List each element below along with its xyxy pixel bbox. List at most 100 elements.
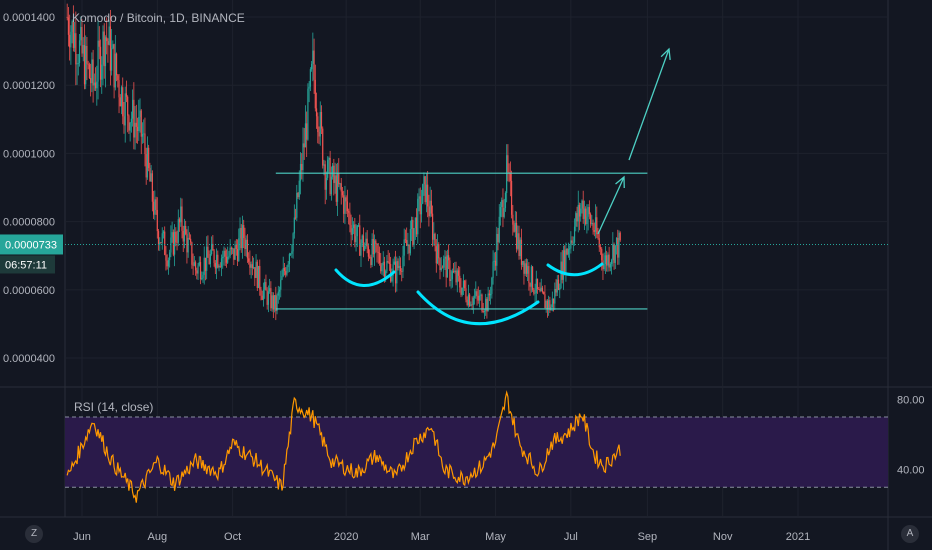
- candle-body: [419, 196, 421, 215]
- candle-body: [307, 88, 309, 140]
- candle-body: [449, 260, 451, 282]
- candle-body: [529, 283, 531, 287]
- candle-body: [562, 250, 565, 280]
- candle-body: [203, 257, 205, 275]
- candle-body: [431, 213, 434, 240]
- candle-body: [465, 288, 467, 300]
- candle-body: [241, 225, 244, 249]
- candle-body: [114, 53, 116, 88]
- candle-body: [101, 64, 103, 80]
- candle-body: [324, 164, 326, 190]
- candle-body: [86, 45, 88, 64]
- candle-body: [464, 280, 466, 289]
- candle-body: [606, 255, 608, 266]
- candle-body: [222, 256, 224, 259]
- candle-body: [525, 263, 528, 274]
- candle-body: [182, 230, 184, 242]
- candle-body: [418, 196, 420, 199]
- candle-body: [282, 267, 284, 276]
- candle-body: [118, 80, 120, 98]
- candle-body: [78, 40, 81, 63]
- candle-body: [306, 123, 308, 140]
- candle-body: [356, 225, 358, 237]
- candle-body: [475, 291, 477, 297]
- candle-body: [370, 257, 372, 266]
- candle-body: [148, 147, 150, 168]
- candle-body: [599, 247, 602, 249]
- candle-body: [619, 232, 621, 241]
- candle-body: [325, 177, 328, 190]
- candle-body: [561, 261, 563, 280]
- candle-body: [490, 293, 492, 296]
- candle-body: [202, 274, 204, 279]
- candle-body: [615, 237, 618, 246]
- candle-body: [591, 222, 593, 224]
- candle-body: [199, 262, 202, 280]
- candle-body: [213, 250, 215, 264]
- candle-body: [150, 173, 152, 182]
- candle-body: [115, 53, 118, 76]
- time-tick-label: Jul: [564, 531, 578, 543]
- candle-body: [491, 277, 493, 294]
- candle-body: [604, 255, 607, 264]
- candle-body: [471, 304, 473, 306]
- candle-body: [536, 278, 539, 289]
- candle-body: [73, 33, 76, 48]
- head-arc: [416, 290, 540, 326]
- candle-body: [493, 260, 495, 262]
- candle-body: [614, 245, 616, 263]
- candle-body: [560, 261, 562, 289]
- candle-body: [341, 191, 344, 196]
- candle-body: [238, 238, 240, 262]
- candle-body: [93, 82, 95, 86]
- price-tag: [0, 234, 63, 255]
- auto-scale-button[interactable]: A: [901, 525, 919, 543]
- zoom-icon[interactable]: Z: [25, 525, 43, 543]
- candle-body: [317, 116, 319, 133]
- countdown-tag: [0, 255, 55, 274]
- candle-body: [319, 112, 321, 137]
- candle-body: [360, 242, 362, 256]
- candle-body: [515, 222, 518, 249]
- candle-body: [456, 270, 458, 283]
- candle-body: [96, 81, 98, 89]
- candle-body: [461, 287, 463, 295]
- candle-body: [106, 37, 108, 42]
- candle-body: [601, 248, 603, 261]
- candle-body: [487, 293, 489, 312]
- candle-body: [598, 238, 600, 248]
- candle-body: [188, 237, 190, 239]
- candle-body: [146, 147, 149, 178]
- candle-body: [592, 222, 594, 231]
- candle-body: [607, 254, 609, 266]
- candle-body: [323, 164, 325, 166]
- candle-body: [503, 208, 505, 217]
- candle-body: [283, 267, 286, 272]
- candle-body: [387, 261, 389, 263]
- candle-body: [393, 261, 395, 265]
- candle-body: [427, 184, 429, 207]
- candle-body: [250, 264, 252, 268]
- rsi-panel: [66, 390, 621, 503]
- candle-body: [597, 234, 599, 239]
- candle-body: [224, 250, 226, 257]
- rsi-tick-label: 80.00: [897, 395, 925, 407]
- candle-body: [355, 236, 357, 243]
- candle-body: [145, 154, 147, 178]
- candle-body: [577, 204, 579, 222]
- candle-body: [314, 79, 316, 109]
- candle-body: [212, 243, 214, 251]
- candle-body: [381, 265, 383, 272]
- candle-body: [472, 297, 474, 305]
- candle-body: [372, 238, 374, 255]
- candle-body: [172, 232, 174, 255]
- candle-body: [223, 250, 225, 257]
- candle-body: [219, 265, 221, 267]
- candle-body: [229, 247, 231, 256]
- candle-body: [171, 232, 173, 238]
- candle-body: [414, 217, 416, 229]
- candle-body: [478, 295, 481, 301]
- candle-body: [617, 237, 619, 258]
- candle-body: [90, 77, 92, 84]
